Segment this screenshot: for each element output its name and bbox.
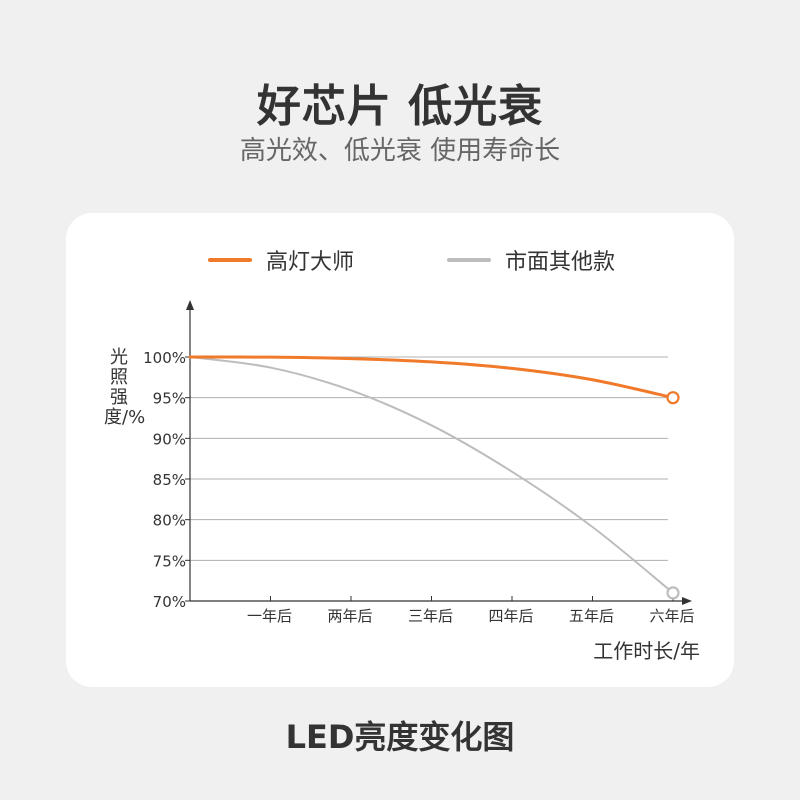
x-tick-label: 五年后 xyxy=(569,607,614,625)
series-endpoint-ours xyxy=(666,391,680,405)
legend-swatch-ours xyxy=(208,258,252,262)
y-tick-label: 100% xyxy=(143,349,186,367)
page-title: 好芯片 低光衰 xyxy=(256,81,544,132)
legend-label-others: 市面其他款 xyxy=(505,250,616,275)
x-axis-arrow-icon xyxy=(682,597,692,605)
chart-caption: LED亮度变化图 xyxy=(285,718,515,756)
y-axis-arrow-icon xyxy=(186,300,194,310)
legend-item-ours: 高灯大师 xyxy=(208,244,354,276)
series-endpoint-others xyxy=(666,586,680,600)
legend-swatch-others xyxy=(447,258,491,262)
x-tick-label: 六年后 xyxy=(649,607,694,625)
y-tick-label: 90% xyxy=(153,430,186,448)
y-tick-label: 80% xyxy=(153,512,186,530)
x-tick-label: 三年后 xyxy=(408,607,453,625)
series-line-others xyxy=(189,356,674,594)
x-tick-label: 两年后 xyxy=(327,607,372,625)
y-tick-label: 95% xyxy=(153,390,186,408)
x-tick-label: 四年后 xyxy=(488,607,533,625)
y-tick-label: 85% xyxy=(153,471,186,489)
legend-item-others: 市面其他款 xyxy=(447,244,615,276)
x-axis-title: 工作时长/年 xyxy=(593,639,700,663)
legend-label-ours: 高灯大师 xyxy=(266,250,355,275)
chart-card xyxy=(66,213,734,687)
page-subtitle: 高光效、低光衰 使用寿命长 xyxy=(239,136,561,166)
y-tick-label: 75% xyxy=(153,552,186,570)
series-line-ours xyxy=(188,355,675,400)
x-tick-label: 一年后 xyxy=(247,607,292,625)
y-tick-label: 70% xyxy=(153,593,186,611)
